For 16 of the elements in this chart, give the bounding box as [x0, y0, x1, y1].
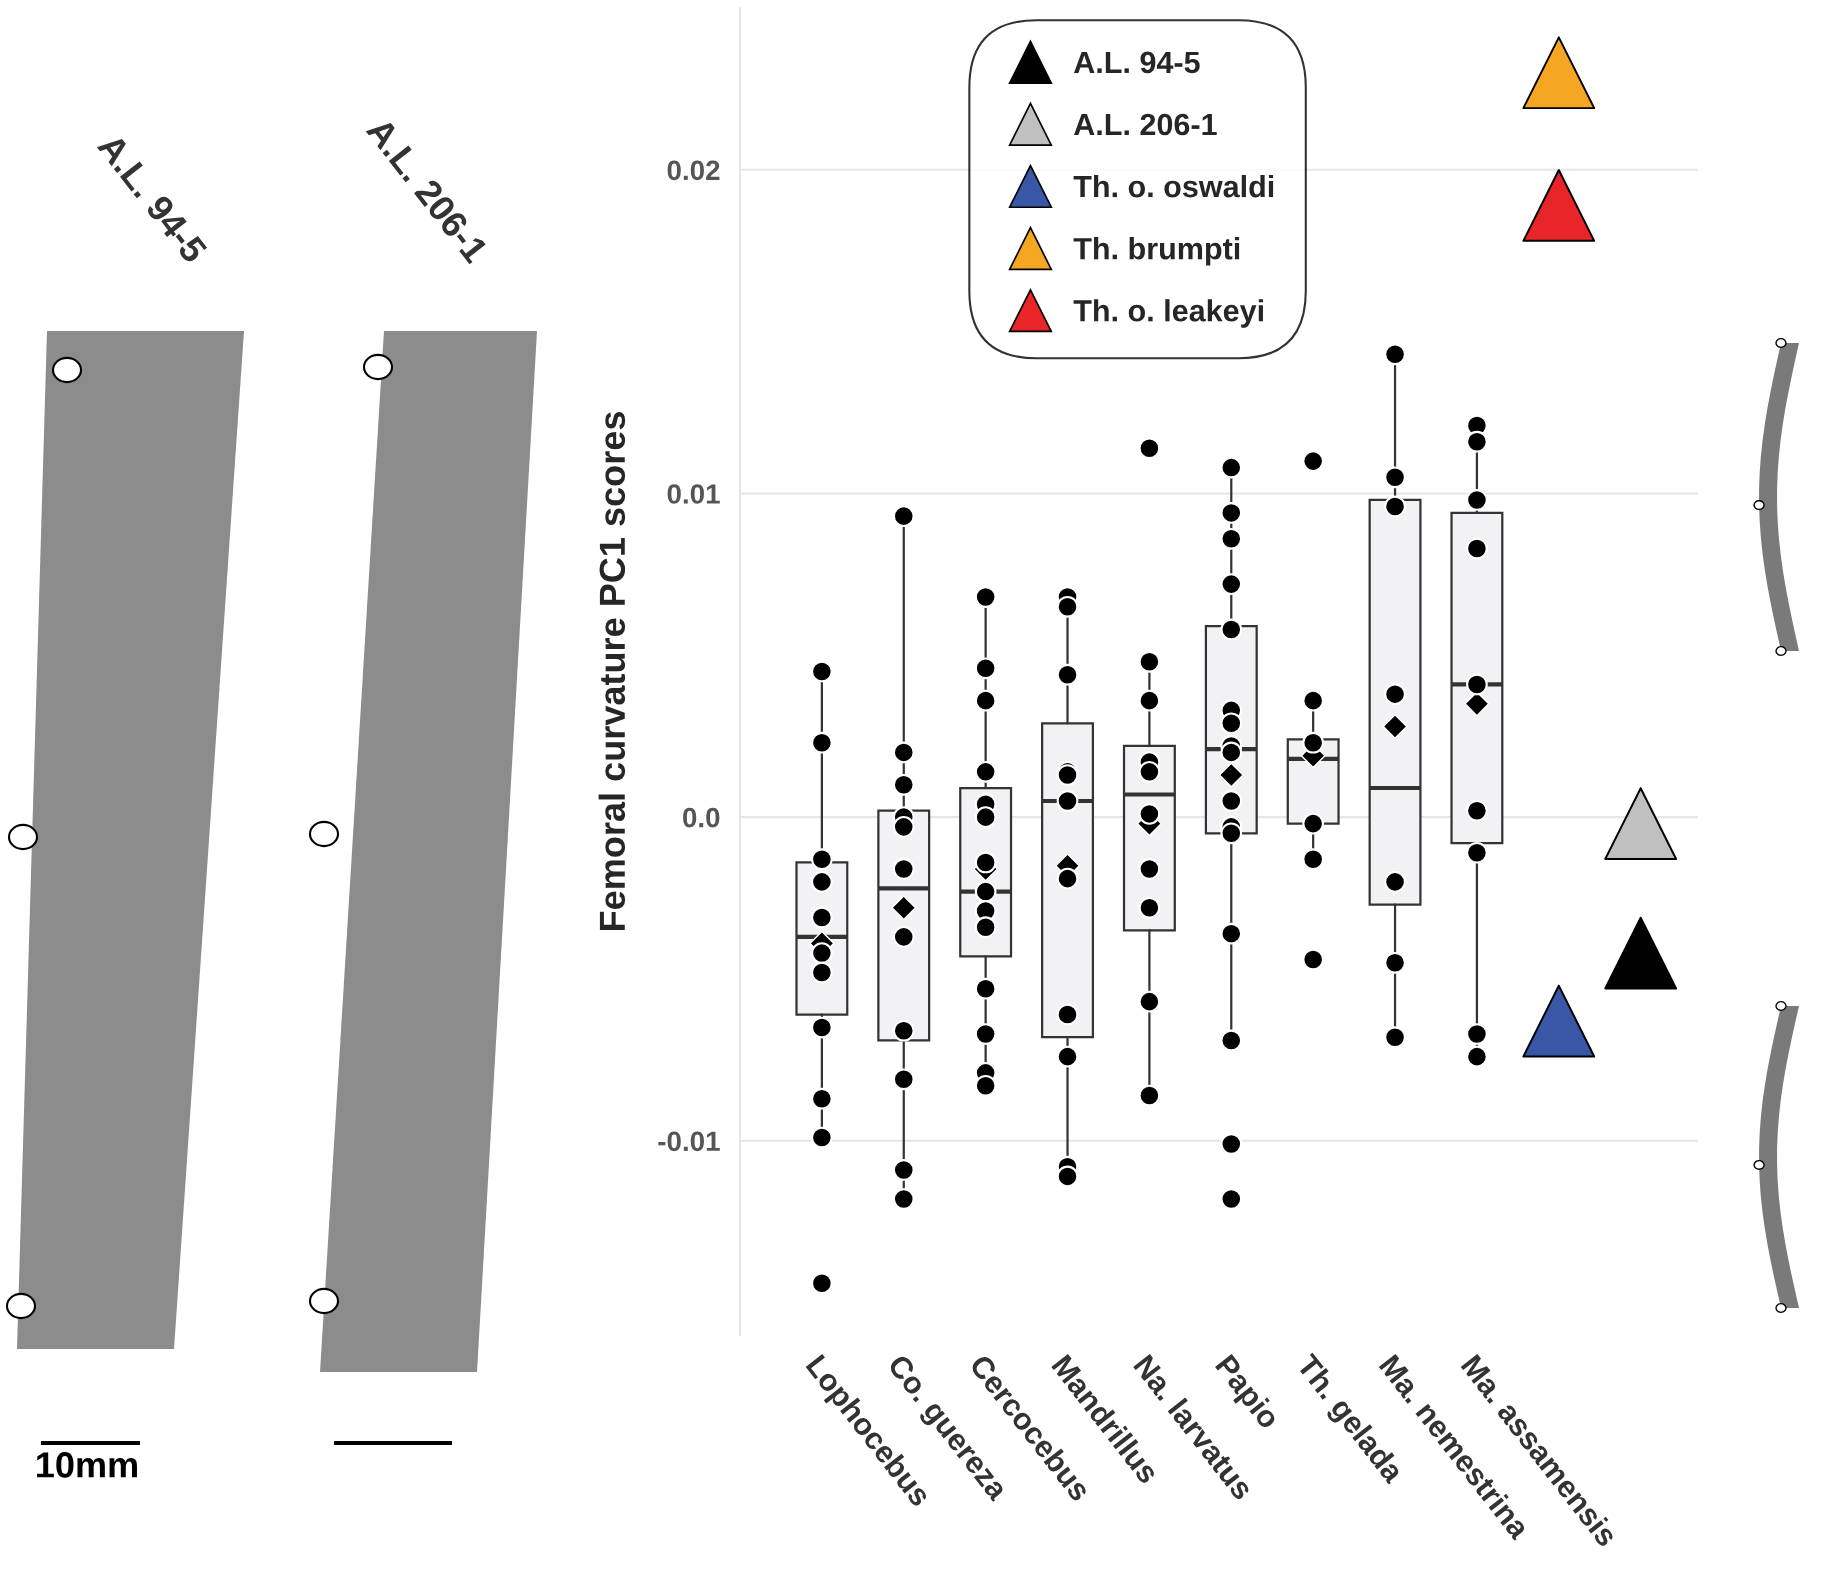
y-tick-label: 0.01 [667, 484, 720, 504]
y-tick-label: -0.01 [658, 1131, 720, 1152]
legend-label: Th. o. leakeyi [1073, 299, 1263, 328]
point [1522, 36, 1596, 110]
point [1604, 916, 1678, 990]
legend-label: Th. o. oswaldi [1073, 174, 1274, 198]
y-tick-label: 0.02 [667, 160, 720, 181]
y-axis-title: Femoral curvature PC1 scores [598, 412, 626, 930]
legend-label: Th. brumpti [1073, 237, 1240, 266]
legend-label: A.L. 206-1 [1074, 113, 1217, 136]
point [1604, 787, 1678, 860]
text: 10mm [37, 1452, 137, 1478]
y-tick-label: 0.0 [683, 807, 720, 828]
point [1522, 169, 1596, 242]
legend-label: A.L. 94-5 [1074, 51, 1200, 74]
point [1522, 984, 1596, 1058]
